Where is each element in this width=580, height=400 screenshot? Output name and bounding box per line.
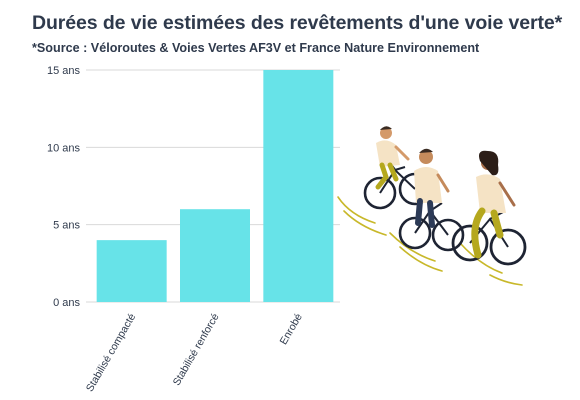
y-tick-label: 15 ans xyxy=(47,65,81,77)
bar xyxy=(263,70,334,302)
y-tick-label: 5 ans xyxy=(53,220,80,232)
y-tick-label: 0 ans xyxy=(53,297,80,309)
cyclists-illustration xyxy=(337,126,527,286)
x-tick-label: Enrobé xyxy=(278,311,305,346)
x-tick-label: Stabilisé renforcé xyxy=(171,311,222,387)
x-tick-label: Stabilisé compacté xyxy=(84,311,139,393)
title-asterisk: * xyxy=(554,12,563,34)
chart-title: Durées de vie estimées des revêtements d… xyxy=(32,12,563,34)
y-tick-label: 10 ans xyxy=(47,142,81,154)
chart-subtitle: *Source : Véloroutes & Voies Vertes AF3V… xyxy=(32,41,480,55)
bar xyxy=(96,240,167,302)
bar xyxy=(180,209,250,302)
subtitle-asterisk: * xyxy=(32,41,37,55)
